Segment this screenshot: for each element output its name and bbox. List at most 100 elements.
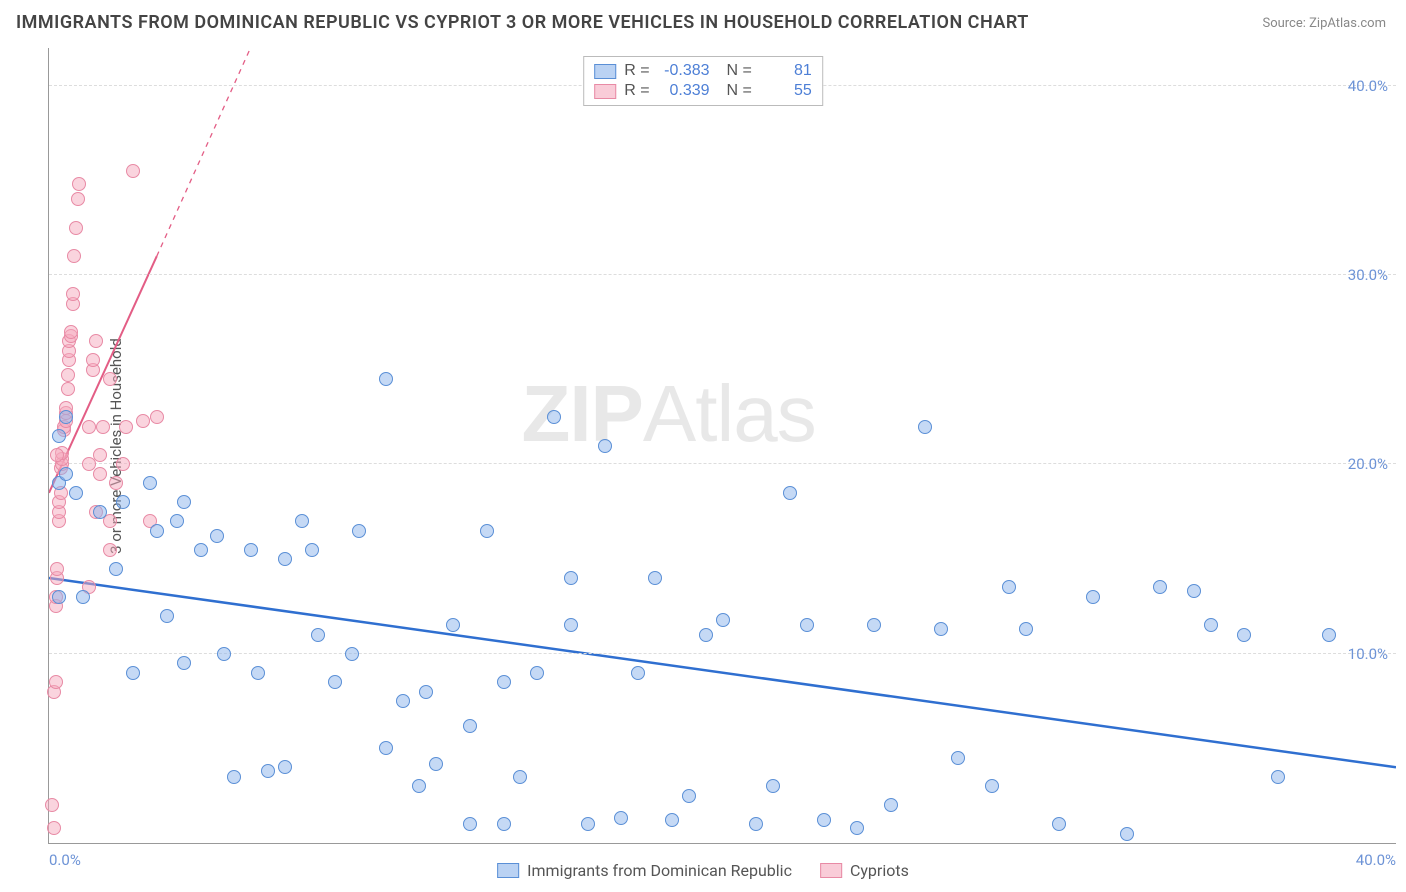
pink-marker	[50, 562, 64, 576]
blue-marker	[210, 529, 224, 543]
blue-marker	[93, 505, 107, 519]
pink-marker	[93, 448, 107, 462]
pink-swatch-icon	[594, 84, 616, 99]
blue-marker	[311, 628, 325, 642]
blue-marker	[295, 514, 309, 528]
blue-marker	[463, 817, 477, 831]
blue-marker	[59, 410, 73, 424]
blue-marker	[419, 685, 433, 699]
blue-marker	[328, 675, 342, 689]
pink-marker	[47, 821, 61, 835]
blue-marker	[217, 647, 231, 661]
blue-marker	[497, 675, 511, 689]
blue-marker	[766, 779, 780, 793]
gridline	[49, 274, 1396, 275]
pink-marker	[103, 372, 117, 386]
blue-marker	[800, 618, 814, 632]
blue-marker	[817, 813, 831, 827]
pink-marker	[109, 476, 123, 490]
blue-marker	[716, 613, 730, 627]
pink-marker	[93, 467, 107, 481]
pink-swatch-icon	[820, 863, 842, 878]
blue-marker	[52, 429, 66, 443]
r-label: R =	[624, 62, 649, 80]
pink-marker	[67, 249, 81, 263]
blue-marker	[631, 666, 645, 680]
pink-marker	[136, 414, 150, 428]
blue-marker	[1120, 827, 1134, 841]
r-value-blue: -0.383	[658, 62, 710, 80]
n-label: N =	[718, 82, 752, 100]
y-tick-label: 30.0%	[1348, 266, 1388, 284]
legend-pink-label: Cypriots	[850, 861, 909, 880]
blue-marker	[170, 514, 184, 528]
blue-marker	[1153, 580, 1167, 594]
blue-marker	[480, 524, 494, 538]
legend-blue-label: Immigrants from Dominican Republic	[527, 861, 792, 880]
blue-marker	[1019, 622, 1033, 636]
blue-marker	[867, 618, 881, 632]
blue-marker	[150, 524, 164, 538]
blue-marker	[547, 410, 561, 424]
blue-marker	[1237, 628, 1251, 642]
blue-marker	[59, 467, 73, 481]
series-legend: Immigrants from Dominican Republic Cypri…	[497, 861, 909, 880]
blue-marker	[598, 439, 612, 453]
blue-marker	[52, 590, 66, 604]
pink-marker	[89, 334, 103, 348]
y-tick-label: 10.0%	[1348, 645, 1388, 663]
blue-marker	[1002, 580, 1016, 594]
chart-title: IMMIGRANTS FROM DOMINICAN REPUBLIC VS CY…	[16, 12, 1029, 33]
blue-marker	[177, 495, 191, 509]
blue-marker	[244, 543, 258, 557]
blue-marker	[412, 779, 426, 793]
chart-source: Source: ZipAtlas.com	[1262, 16, 1386, 31]
blue-marker	[564, 571, 578, 585]
pink-marker	[49, 675, 63, 689]
gridline	[49, 463, 1396, 464]
pink-marker	[126, 164, 140, 178]
y-tick-label: 40.0%	[1348, 77, 1388, 95]
stats-legend: R = -0.383 N = 81 R = 0.339 N = 55	[583, 56, 823, 106]
blue-marker	[109, 562, 123, 576]
blue-marker	[396, 694, 410, 708]
blue-marker	[194, 543, 208, 557]
blue-marker	[934, 622, 948, 636]
x-tick-label: 0.0%	[49, 851, 81, 869]
n-value-pink: 55	[760, 82, 812, 100]
blue-marker	[497, 817, 511, 831]
pink-marker	[86, 353, 100, 367]
blue-marker	[352, 524, 366, 538]
n-value-blue: 81	[760, 62, 812, 80]
pink-marker	[64, 325, 78, 339]
blue-marker	[1052, 817, 1066, 831]
pink-marker	[103, 543, 117, 557]
blue-marker	[278, 552, 292, 566]
blue-swatch-icon	[497, 863, 519, 878]
blue-marker	[884, 798, 898, 812]
blue-marker	[648, 571, 662, 585]
blue-marker	[1187, 584, 1201, 598]
pink-marker	[50, 448, 64, 462]
blue-marker	[446, 618, 460, 632]
pink-marker	[96, 420, 110, 434]
pink-marker	[66, 287, 80, 301]
pink-marker	[61, 368, 75, 382]
blue-marker	[429, 757, 443, 771]
watermark: ZIPAtlas	[521, 368, 815, 460]
blue-marker	[530, 666, 544, 680]
blue-marker	[699, 628, 713, 642]
blue-marker	[227, 770, 241, 784]
blue-marker	[76, 590, 90, 604]
pink-marker	[82, 420, 96, 434]
pink-marker	[72, 177, 86, 191]
blue-marker	[345, 647, 359, 661]
blue-marker	[1086, 590, 1100, 604]
blue-marker	[749, 817, 763, 831]
plot-area: ZIPAtlas 10.0%20.0%30.0%40.0%0.0%40.0%	[48, 48, 1396, 844]
x-tick-label: 40.0%	[1356, 851, 1396, 869]
r-label: R =	[624, 82, 649, 100]
pink-marker	[69, 221, 83, 235]
blue-marker	[682, 789, 696, 803]
blue-marker	[783, 486, 797, 500]
